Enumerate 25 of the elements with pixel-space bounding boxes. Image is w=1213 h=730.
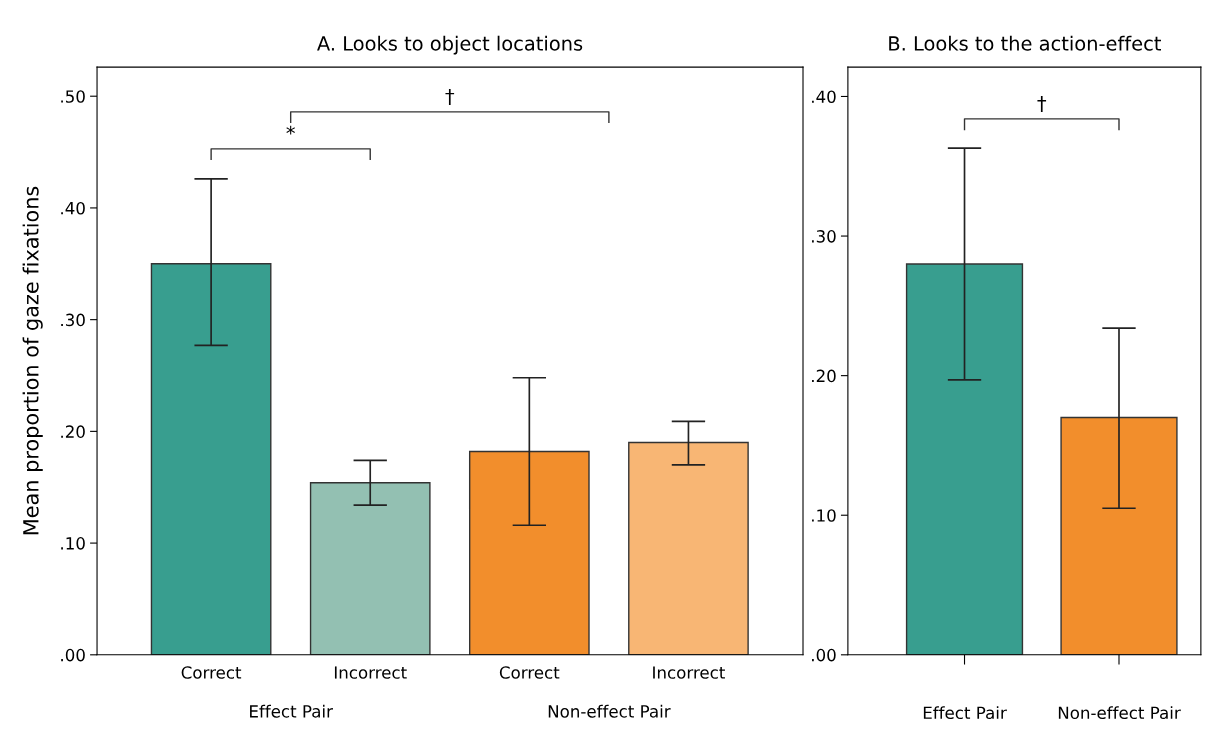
x-tick-label: Incorrect bbox=[334, 666, 407, 679]
annotation: † bbox=[1037, 95, 1047, 112]
x-tick-label: Correct bbox=[499, 666, 560, 679]
annotation: * bbox=[286, 125, 295, 135]
bar bbox=[309, 482, 431, 655]
chart-title: B. Looks to the action-effect bbox=[889, 35, 1161, 51]
y-tick-label: .10 bbox=[61, 537, 85, 550]
bar bbox=[150, 263, 272, 655]
y-tick-label: .30 bbox=[812, 230, 836, 243]
bar bbox=[468, 450, 590, 655]
y-tick-label: .20 bbox=[812, 369, 836, 383]
y-tick-label: .00 bbox=[61, 648, 85, 662]
y-tick-label: .00 bbox=[812, 648, 836, 662]
x-tick-label: Correct bbox=[181, 666, 242, 679]
bar bbox=[628, 441, 749, 655]
y-axis-title: Mean proportion of gaze fixations bbox=[22, 186, 43, 535]
x-tick-label: Incorrect bbox=[653, 666, 725, 679]
y-tick-label: .30 bbox=[61, 313, 85, 327]
y-tick-label: .50 bbox=[61, 90, 85, 103]
annotation: † bbox=[445, 88, 455, 105]
y-tick-label: .40 bbox=[812, 90, 836, 104]
y-tick-label: .40 bbox=[61, 201, 85, 215]
y-tick-label: .10 bbox=[812, 509, 836, 522]
y-tick-label: .20 bbox=[61, 425, 85, 438]
chart-title: A. Looks to object locations bbox=[317, 35, 583, 55]
